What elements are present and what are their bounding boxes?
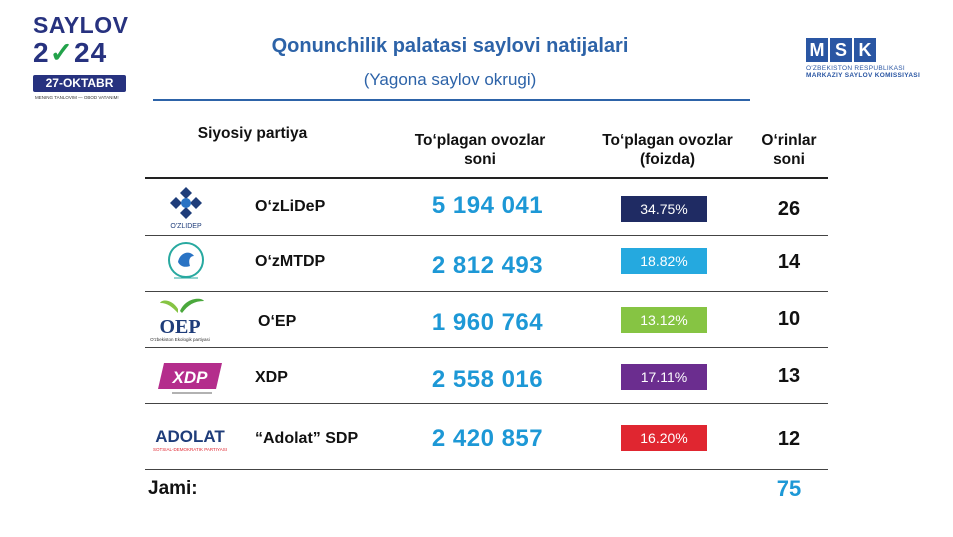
logo-saylov-text: SAYLOV [33, 12, 129, 38]
party-name-ozlidep: O‘zLiDeP [255, 198, 326, 215]
total-label: Jami: [148, 478, 198, 499]
votes-xdp: 2 558 016 [431, 366, 544, 393]
page-title: Qonunchilik palatasi saylovi natijalari [271, 35, 629, 57]
party-name-oep: O‘EP [258, 313, 297, 330]
seats-oep: 10 [777, 308, 801, 330]
logo-date: 27-OKTABR [33, 75, 126, 92]
percent-badge-adolat: 16.20% [621, 425, 707, 451]
logo-check-icon: ✓ [49, 37, 75, 68]
msk-letters: M S K [806, 38, 916, 62]
row-divider [145, 469, 828, 470]
seats-xdp: 13 [777, 365, 801, 387]
percent-badge-xdp: 17.11% [621, 364, 707, 390]
row-divider [145, 235, 828, 236]
msk-letter-m: M [806, 38, 828, 62]
votes-adolat: 2 420 857 [431, 425, 544, 452]
seats-adolat: 12 [777, 428, 801, 450]
page-subtitle: (Yagona saylov okrugi) [363, 70, 537, 89]
msk-org-line1: O'ZBEKISTON RESPUBLIKASI [806, 65, 905, 72]
oep-logo-text: OEP [159, 316, 200, 338]
msk-letter-s: S [830, 38, 852, 62]
total-seats: 75 [776, 476, 802, 501]
row-divider [145, 291, 828, 292]
party-name-ozmtdp: O‘zMTDP [255, 253, 326, 270]
saylov-2024-logo: SAYLOV 2✓24 27-OKTABR MENING TANLOVIM — … [30, 12, 130, 102]
xdp-logo-text: XDP [172, 368, 209, 387]
ozmtdp-logo [150, 240, 235, 286]
logo-year-part1: 2 [33, 37, 50, 68]
column-header-votes: To‘plagan ovozlar soni [414, 132, 546, 168]
ozlidep-logo-text: O'ZLIDEP [170, 223, 202, 230]
adolat-logo: ADOLAT SOTSIAL-DEMOKRATIK PARTIYASI [150, 420, 235, 466]
adolat-logo-subtext: SOTSIAL-DEMOKRATIK PARTIYASI [153, 447, 227, 452]
column-header-percent: To‘plagan ovozlar (foizda) [602, 132, 733, 168]
seats-ozlidep: 26 [777, 198, 801, 220]
ozlidep-logo: O'ZLIDEP [150, 184, 235, 230]
votes-oep: 1 960 764 [431, 309, 544, 336]
logo-motto: MENING TANLOVIM — OBOD VATANIM! [35, 95, 119, 100]
oep-logo: OEP O'zbekiston Ekologik partiyasi [150, 295, 235, 342]
votes-ozlidep: 5 194 041 [431, 192, 544, 219]
xdp-logo: XDP [150, 355, 235, 401]
column-header-seats: O‘rinlar soni [761, 132, 817, 168]
row-divider [145, 347, 828, 348]
msk-org-line2: MARKAZIY SAYLOV KOMISSIYASI [806, 72, 921, 79]
logo-year: 2✓24 [33, 36, 107, 69]
title-divider [153, 99, 750, 101]
msk-logo: M S K O'ZBEKISTON RESPUBLIKASI MARKAZIY … [806, 38, 921, 88]
party-name-adolat: “Adolat” SDP [255, 430, 359, 447]
party-name-xdp: XDP [255, 369, 288, 386]
seats-ozmtdp: 14 [777, 251, 801, 273]
percent-badge-oep: 13.12% [621, 307, 707, 333]
column-header-party: Siyosiy partiya [197, 125, 308, 142]
oep-logo-subtext: O'zbekiston Ekologik partiyasi [150, 337, 210, 342]
header-divider [145, 177, 828, 179]
percent-badge-ozmtdp: 18.82% [621, 248, 707, 274]
adolat-logo-text: ADOLAT [155, 427, 225, 446]
msk-letter-k: K [854, 38, 876, 62]
percent-badge-ozlidep: 34.75% [621, 196, 707, 222]
votes-ozmtdp: 2 812 493 [431, 252, 544, 279]
logo-year-part2: 24 [74, 37, 108, 68]
row-divider [145, 403, 828, 404]
